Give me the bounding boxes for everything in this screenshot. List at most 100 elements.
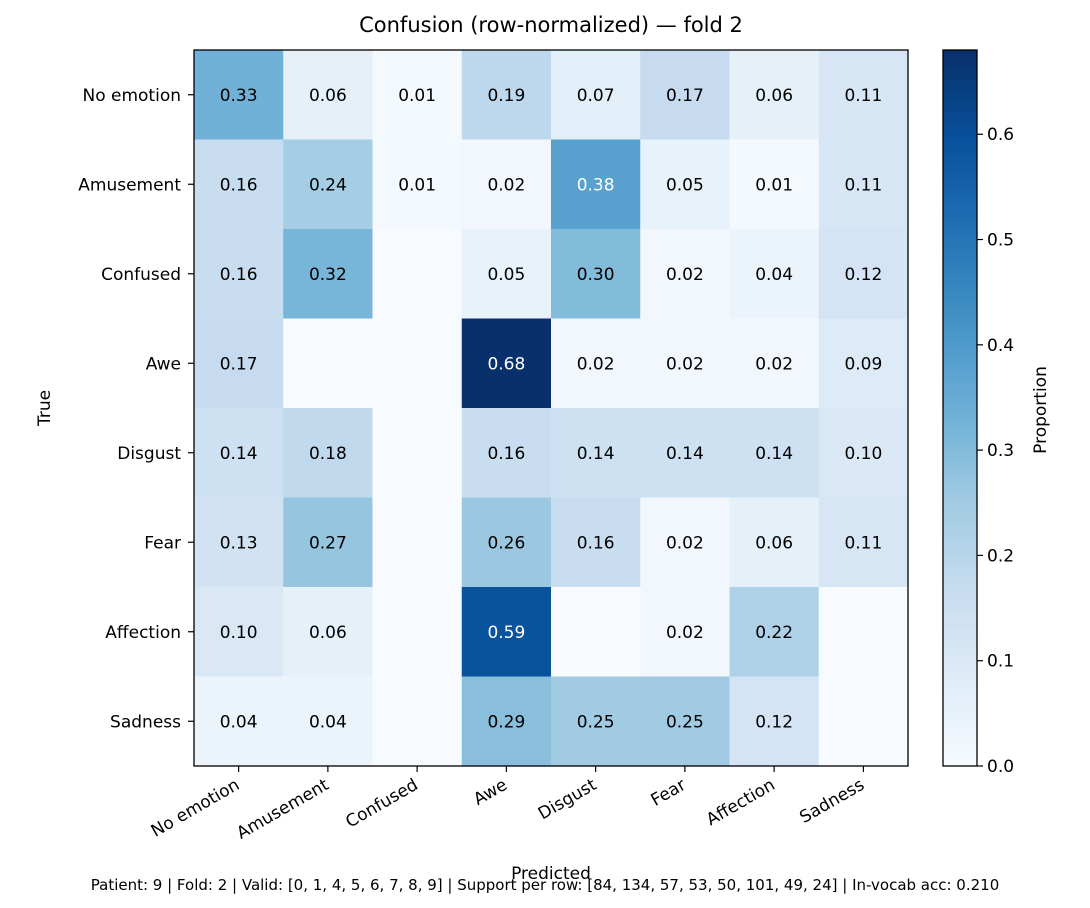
heatmap-cell: [640, 50, 731, 141]
colorbar-title: Proportion: [1031, 366, 1051, 454]
colorbar-tick-label: 0.2: [987, 546, 1014, 566]
cell-value-label: 0.10: [220, 623, 258, 643]
heatmap-cell: [372, 587, 463, 678]
heatmap-cell: [194, 587, 284, 678]
colorbar-tick-label: 0.1: [987, 652, 1014, 672]
cell-value-label: 0.14: [666, 444, 704, 464]
heatmap-cell: [818, 229, 909, 320]
x-tick-label: Awe: [470, 775, 511, 810]
heatmap-cell: [818, 318, 909, 409]
heatmap-cell: [283, 587, 374, 678]
heatmap-cell: [283, 408, 374, 499]
cell-value-label: 0.17: [666, 86, 704, 106]
heatmap-cell: [372, 408, 463, 499]
heatmap-cell: [551, 408, 641, 499]
heatmap-cell: [372, 497, 463, 588]
heatmap-cell: [283, 676, 374, 767]
heatmap-cell: [551, 139, 641, 230]
heatmap-cell: [551, 587, 641, 678]
heatmap-cell: [818, 676, 909, 767]
y-tick-label: Disgust: [117, 444, 181, 464]
x-tick-label: Sadness: [796, 775, 868, 828]
cell-value-label: 0.02: [666, 623, 704, 643]
colorbar-tick-label: 0.4: [987, 336, 1014, 356]
x-axis-title: Predicted: [511, 864, 591, 884]
y-tick-label: Affection: [105, 623, 181, 643]
heatmap-cell: [461, 408, 552, 499]
cell-value-label: 0.68: [487, 354, 525, 374]
heatmap-cell: [461, 497, 552, 588]
heatmap-cell: [283, 50, 374, 141]
cell-value-label: 0.12: [755, 712, 793, 732]
cell-value-label: 0.06: [309, 623, 347, 643]
cell-value-label: 0.04: [755, 265, 793, 285]
footer-summary: Patient: 9 | Fold: 2 | Valid: [0, 1, 4, …: [91, 876, 1000, 894]
y-tick-label: No emotion: [82, 86, 181, 106]
cell-value-label: 0.05: [487, 265, 525, 285]
cell-value-label: 0.02: [487, 175, 525, 195]
heatmap-cells: 0.33 0.06 0.01 0.19 0.07 0.17 0.06 0.11 0.16 0.24…: [194, 50, 909, 767]
x-tick-label: Disgust: [535, 775, 601, 824]
heatmap-cell: [194, 318, 284, 409]
cell-value-label: 0.11: [844, 86, 882, 106]
heatmap-cell: [283, 497, 374, 588]
cell-value-label: 0.01: [398, 175, 436, 195]
heatmap-cell: [818, 139, 909, 230]
cell-value-label: 0.25: [666, 712, 704, 732]
cell-value-label: 0.02: [577, 354, 615, 374]
heatmap-cell: [461, 139, 552, 230]
heatmap-cell: [283, 139, 374, 230]
cell-value-label: 0.27: [309, 533, 347, 553]
colorbar-tick-label: 0.6: [987, 125, 1014, 145]
colorbar-tick-label: 0.0: [987, 757, 1014, 777]
heatmap-cell: [283, 229, 374, 320]
heatmap-cell: [729, 139, 820, 230]
x-tick-label: No emotion: [148, 775, 243, 842]
y-tick-label: Confused: [101, 265, 181, 285]
colorbar-tick-label: 0.3: [987, 441, 1014, 461]
colorbar: [942, 49, 978, 767]
heatmap-cell: [640, 408, 731, 499]
cell-value-label: 0.29: [487, 712, 525, 732]
cell-value-label: 0.32: [309, 265, 347, 285]
heatmap-cell: [194, 229, 284, 320]
heatmap-cell: [551, 229, 641, 320]
cell-value-label: 0.02: [666, 265, 704, 285]
cell-value-label: 0.25: [577, 712, 615, 732]
cell-value-label: 0.02: [755, 354, 793, 374]
heatmap-cell: [461, 229, 552, 320]
y-axis-title: True: [35, 390, 55, 427]
cell-value-label: 0.13: [220, 533, 258, 553]
heatmap-cell: [640, 676, 731, 767]
heatmap-cell: [551, 318, 641, 409]
heatmap-cell: [194, 408, 284, 499]
heatmap-cell: [372, 676, 463, 767]
cell-value-label: 0.11: [844, 533, 882, 553]
heatmap-cell: [818, 408, 909, 499]
cell-value-label: 0.14: [755, 444, 793, 464]
heatmap-cell: [640, 318, 731, 409]
heatmap-cell: [283, 318, 374, 409]
y-tick-label: Fear: [144, 533, 181, 553]
cell-value-label: 0.16: [220, 265, 258, 285]
cell-value-label: 0.06: [309, 86, 347, 106]
cell-value-label: 0.18: [309, 444, 347, 464]
y-axis-ticks: No emotion Amusement Confused Awe Disgust Fea…: [78, 86, 194, 732]
x-tick-label: Confused: [342, 775, 421, 832]
y-tick-label: Sadness: [110, 712, 181, 732]
heatmap-cell: [729, 408, 820, 499]
x-tick-label: Amusement: [233, 775, 332, 844]
cell-value-label: 0.11: [844, 175, 882, 195]
cell-value-label: 0.04: [309, 712, 347, 732]
cell-value-label: 0.16: [577, 533, 615, 553]
heatmap-cell: [194, 139, 284, 230]
heatmap-cell: [729, 318, 820, 409]
x-tick-label: Affection: [703, 775, 779, 830]
cell-value-label: 0.16: [220, 175, 258, 195]
cell-value-label: 0.16: [487, 444, 525, 464]
cell-value-label: 0.33: [220, 86, 258, 106]
colorbar-ticks: 0.0 0.1 0.2 0.3 0.4 0.5 0.6: [977, 125, 1014, 777]
heatmap-cell: [461, 50, 552, 141]
heatmap-cell: [729, 676, 820, 767]
cell-value-label: 0.01: [755, 175, 793, 195]
